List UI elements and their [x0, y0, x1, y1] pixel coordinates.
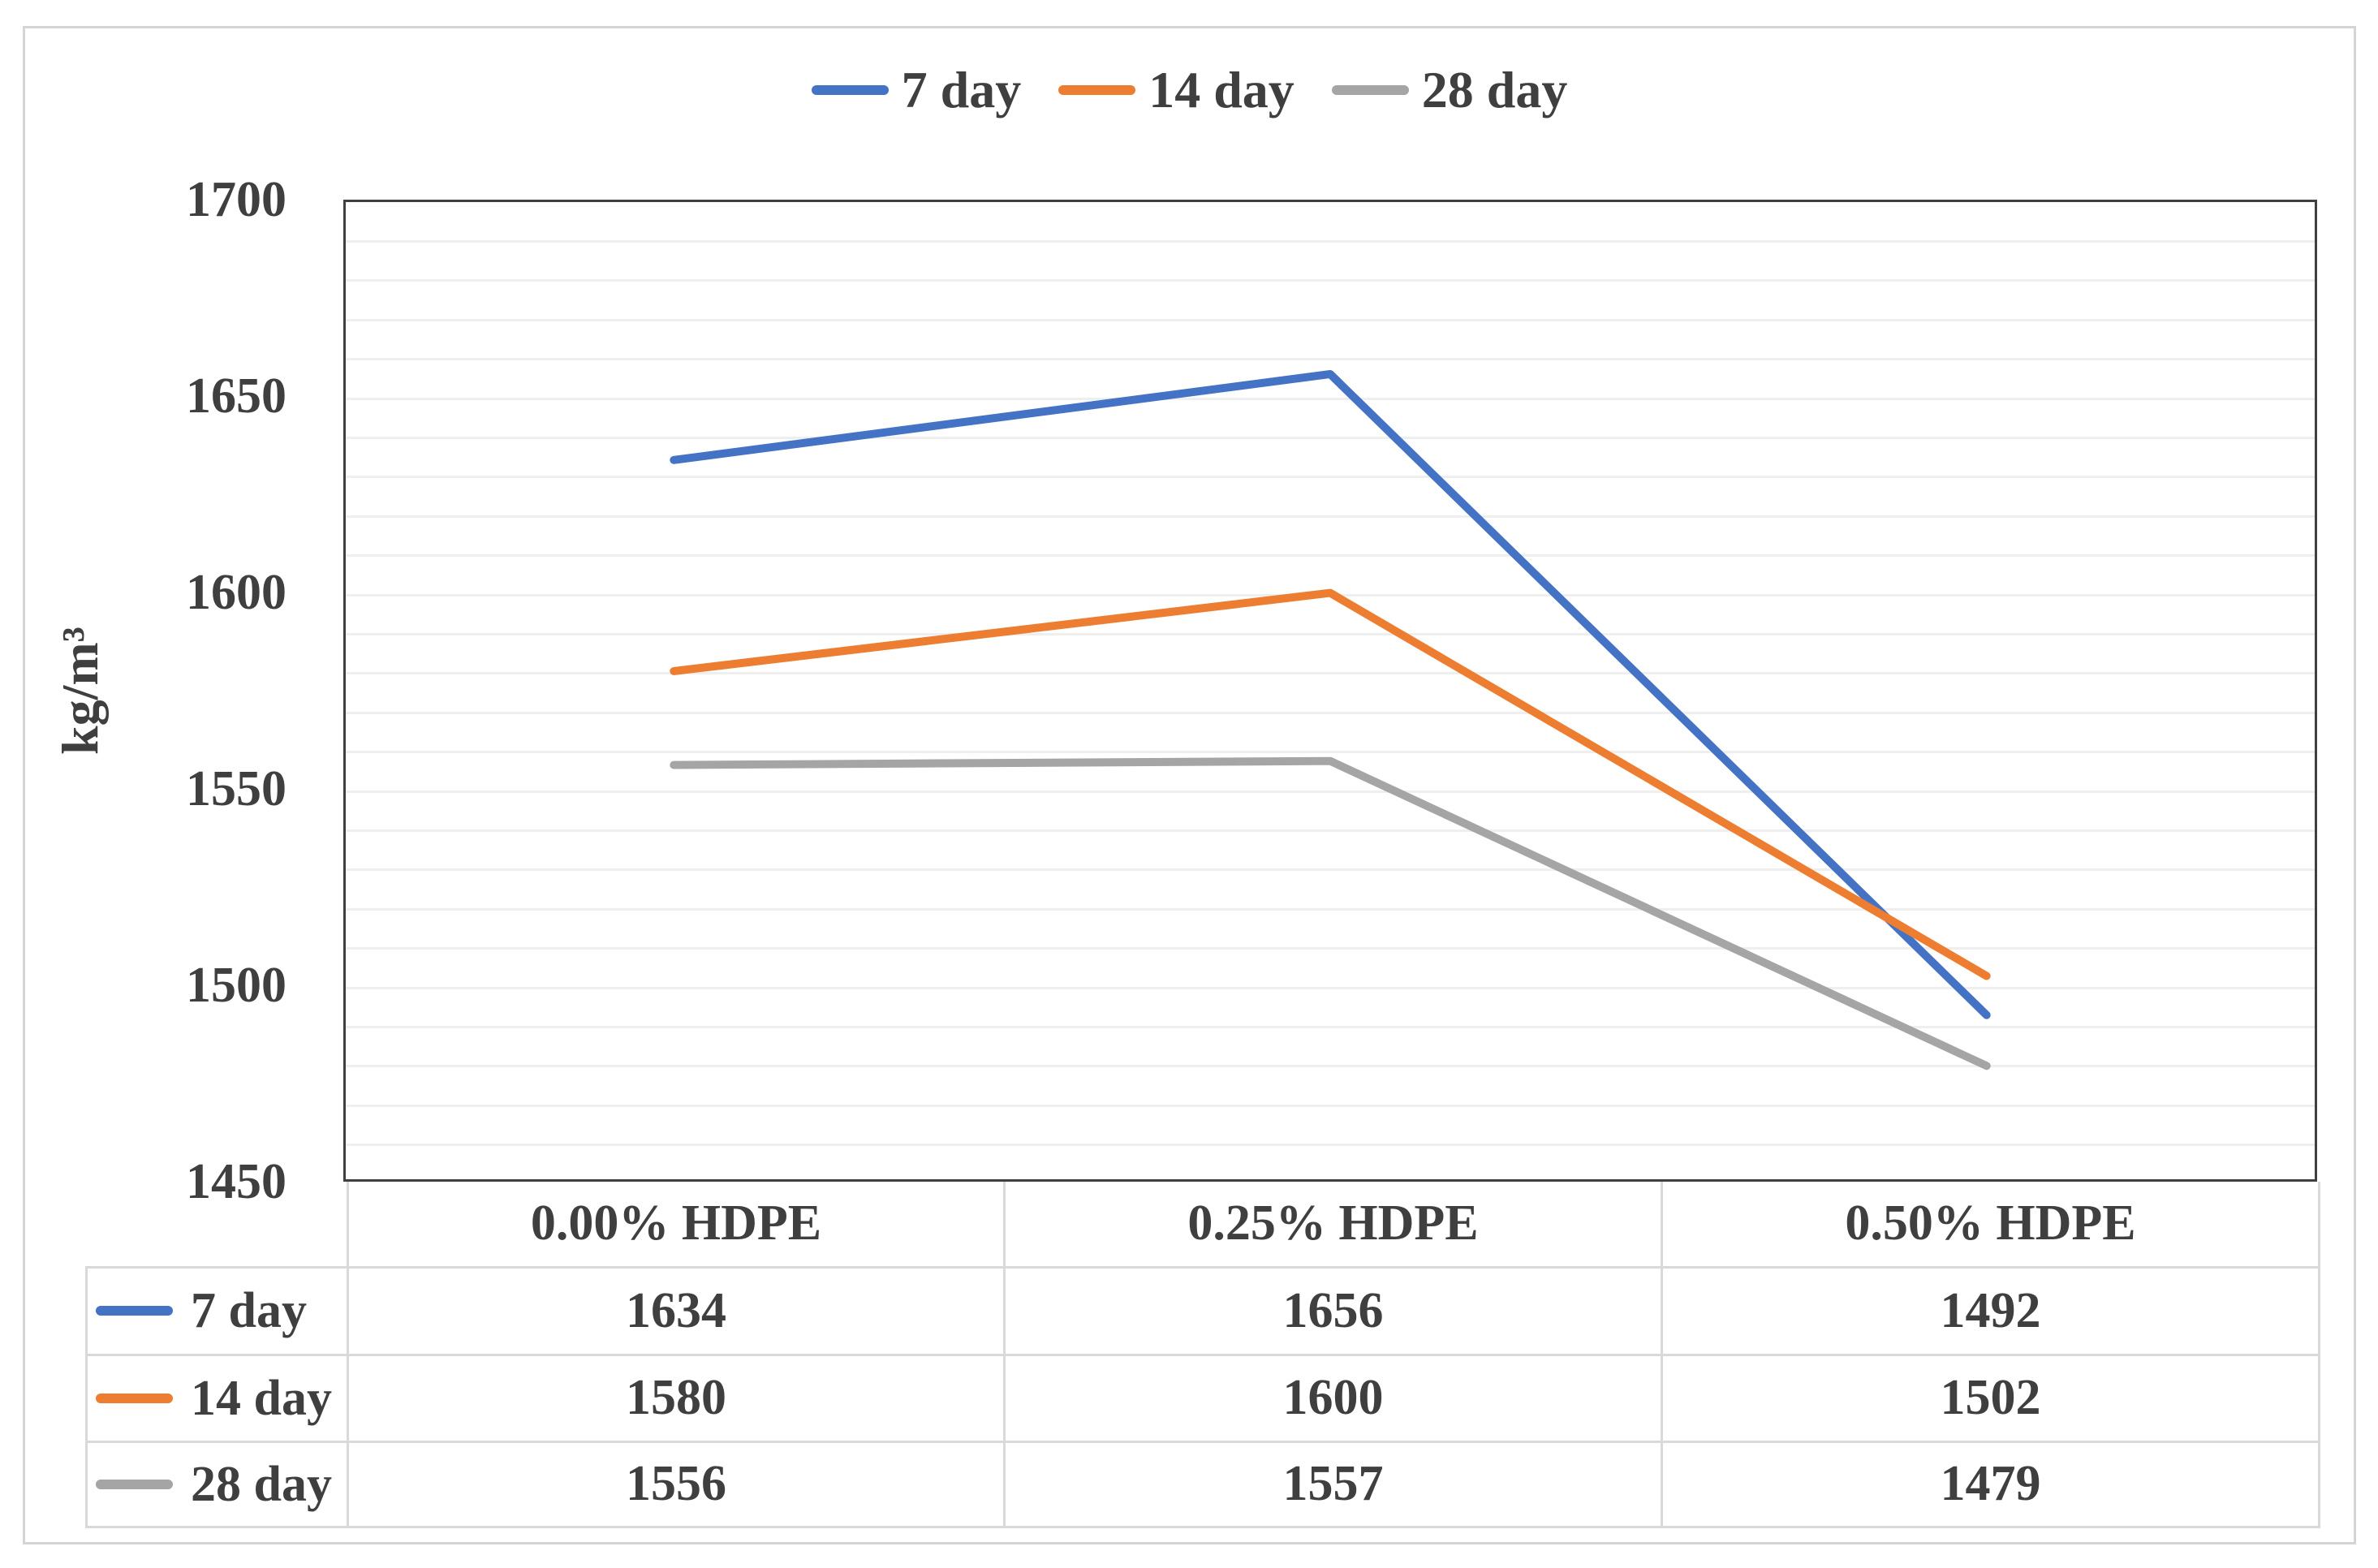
legend-line-swatch: [1058, 85, 1136, 95]
plot-area: [343, 200, 2317, 1182]
horizontal-gridline: [346, 436, 2315, 439]
category-header-cell: 0.00% HDPE: [347, 1182, 1006, 1269]
category-header-cell: 0.25% HDPE: [1003, 1182, 1663, 1269]
series-key-cell: 14 day: [85, 1353, 349, 1443]
series-key-swatch: [96, 1479, 173, 1489]
horizontal-gridline: [346, 1144, 2315, 1147]
horizontal-gridline: [346, 279, 2315, 282]
horizontal-gridline: [346, 986, 2315, 989]
horizontal-gridline: [346, 1104, 2315, 1107]
legend-item-label: 7 day: [901, 61, 1022, 118]
horizontal-gridline: [346, 907, 2315, 911]
horizontal-gridline: [346, 790, 2315, 793]
y-tick-label: 1550: [186, 761, 286, 816]
horizontal-gridline: [346, 632, 2315, 635]
y-tick-label: 1600: [186, 565, 286, 620]
series-key-label: 28 day: [191, 1456, 332, 1512]
data-table: 0.00% HDPE 0.25% HDPE 0.50% HDPE 7 day 1634 1…: [85, 1182, 2320, 1528]
horizontal-gridline: [346, 672, 2315, 675]
value-cell: 1492: [1661, 1265, 2320, 1356]
table-row: 14 day 1580 1600 1502: [85, 1353, 2320, 1443]
horizontal-gridline: [346, 751, 2315, 754]
series-key: 14 day: [88, 1373, 347, 1424]
horizontal-gridline: [346, 358, 2315, 361]
line-series-canvas: [670, 369, 1991, 1070]
series-key-label: 14 day: [191, 1370, 332, 1426]
y-axis-title: kg/m³: [51, 627, 109, 755]
horizontal-gridline: [346, 239, 2315, 243]
horizontal-gridline: [346, 711, 2315, 714]
value-cell: 1634: [347, 1265, 1006, 1356]
series-key-cell: 28 day: [85, 1440, 349, 1528]
chart-legend: 7 day 14 day 28 day: [25, 64, 2354, 116]
legend-item: 7 day: [811, 61, 1022, 118]
legend-line-swatch: [811, 85, 889, 95]
horizontal-gridline: [346, 476, 2315, 479]
legend-item-label: 14 day: [1148, 61, 1295, 118]
category-header-cell: 0.50% HDPE: [1661, 1182, 2320, 1269]
horizontal-gridline: [346, 554, 2315, 558]
horizontal-gridline: [346, 318, 2315, 321]
value-cell: 1600: [1003, 1353, 1663, 1443]
legend-item: 14 day: [1058, 64, 1295, 116]
table-row: 7 day 1634 1656 1492: [85, 1265, 2320, 1356]
legend-item: 28 day: [1331, 61, 1568, 118]
chart-figure: 7 day 14 day 28 day kg/m³ 1700 1650 1600 1550…: [23, 26, 2356, 1544]
value-cell: 1656: [1003, 1265, 1663, 1356]
series-key-label: 7 day: [191, 1283, 307, 1338]
value-cell: 1479: [1661, 1440, 2320, 1528]
horizontal-gridline: [346, 829, 2315, 832]
series-key-cell: 7 day: [85, 1265, 349, 1356]
series-key-swatch: [96, 1306, 173, 1316]
value-cell: 1557: [1003, 1440, 1663, 1528]
series-key: 28 day: [88, 1459, 347, 1510]
horizontal-gridline: [346, 1065, 2315, 1068]
horizontal-gridline: [346, 1025, 2315, 1028]
series-line-7-day: [670, 369, 1991, 1019]
legend-line-swatch: [1331, 85, 1409, 95]
value-cell: 1556: [347, 1440, 1006, 1528]
horizontal-gridline: [346, 515, 2315, 518]
series-line-28-day: [670, 756, 1991, 1070]
table-header-row: 0.00% HDPE 0.25% HDPE 0.50% HDPE: [86, 1182, 2320, 1269]
series-key-swatch: [96, 1393, 173, 1403]
series-key: 7 day: [88, 1286, 347, 1336]
horizontal-gridline: [346, 947, 2315, 950]
y-tick-label: 1500: [186, 958, 286, 1013]
horizontal-gridline: [346, 868, 2315, 872]
table-row: 28 day 1556 1557 1479: [85, 1440, 2320, 1528]
y-tick-label: 1650: [186, 368, 286, 424]
table-corner-blank: [86, 1182, 349, 1269]
y-tick-label: 1700: [186, 172, 286, 227]
legend-item-label: 28 day: [1421, 61, 1568, 118]
value-cell: 1580: [347, 1353, 1006, 1443]
horizontal-gridline: [346, 397, 2315, 400]
series-line-14-day: [670, 588, 1991, 980]
value-cell: 1502: [1661, 1353, 2320, 1443]
